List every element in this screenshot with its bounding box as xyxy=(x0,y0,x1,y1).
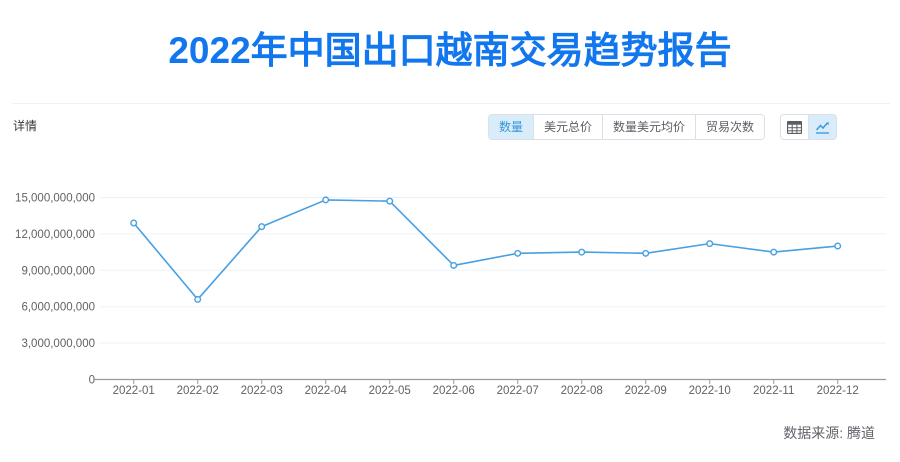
data-point-2022-11[interactable] xyxy=(770,248,778,256)
tab-quantity[interactable]: 数量 xyxy=(488,115,533,139)
line-chart-icon xyxy=(815,121,830,134)
data-point-2022-09[interactable] xyxy=(642,249,650,257)
trend-line-chart-svg: 0 3,000,000,000 6,000,000,000 9,000,000,000… xyxy=(15,193,886,397)
tab-usd-average[interactable]: 数量美元均价 xyxy=(601,115,695,139)
view-toggle-group xyxy=(780,114,837,140)
header-divider xyxy=(12,103,890,104)
y-axis-label: 9,000,000,000 xyxy=(21,265,95,277)
y-axis-label: 0 xyxy=(89,375,95,387)
page-title: 2022年中国出口越南交易趋势报告 xyxy=(168,30,732,71)
x-axis-label: 2022-07 xyxy=(497,385,539,397)
y-axis-label: 6,000,000,000 xyxy=(21,302,95,314)
data-point-2022-02[interactable] xyxy=(194,295,202,303)
trend-chart: 0 3,000,000,000 6,000,000,000 9,000,000,000… xyxy=(0,170,900,410)
y-axis-label: 3,000,000,000 xyxy=(21,338,95,350)
chart-controls: 数量 美元总价 数量美元均价 贸易次数 xyxy=(487,114,837,140)
data-point-2022-05[interactable] xyxy=(386,197,394,205)
x-axis-label: 2022-09 xyxy=(625,385,667,397)
x-axis-label: 2022-12 xyxy=(817,385,859,397)
data-point-2022-04[interactable] xyxy=(322,196,330,204)
table-icon xyxy=(787,120,802,134)
series-line xyxy=(133,199,838,301)
data-point-2022-03[interactable] xyxy=(258,223,266,231)
x-axis-label: 2022-04 xyxy=(305,385,348,397)
y-axis-label: 12,000,000,000 xyxy=(15,229,95,241)
data-point-2022-06[interactable] xyxy=(450,261,458,269)
table-view-button[interactable] xyxy=(781,115,808,139)
x-axis-label: 2022-01 xyxy=(113,385,155,397)
x-axis-label: 2022-05 xyxy=(369,385,411,397)
x-axis-label: 2022-02 xyxy=(177,385,219,397)
data-source-label: 数据来源: 腾道 xyxy=(783,425,875,441)
tab-usd-total[interactable]: 美元总价 xyxy=(532,115,602,139)
x-axis-label: 2022-11 xyxy=(753,385,794,397)
data-point-2022-08[interactable] xyxy=(578,248,586,256)
data-point-2022-07[interactable] xyxy=(514,249,522,257)
chart-view-button[interactable] xyxy=(808,115,836,139)
data-point-2022-10[interactable] xyxy=(706,240,714,248)
section-label: 详情 xyxy=(13,119,38,133)
x-axis-label: 2022-03 xyxy=(241,385,283,397)
tab-trade-count[interactable]: 贸易次数 xyxy=(694,115,764,139)
metric-tab-group: 数量 美元总价 数量美元均价 贸易次数 xyxy=(487,114,765,140)
y-axis-label: 15,000,000,000 xyxy=(15,193,95,205)
data-point-2022-01[interactable] xyxy=(130,219,138,227)
data-point-2022-12[interactable] xyxy=(834,242,842,250)
x-axis-label: 2022-10 xyxy=(689,385,731,397)
x-axis-label: 2022-08 xyxy=(561,385,603,397)
x-axis-label: 2022-06 xyxy=(433,385,475,397)
